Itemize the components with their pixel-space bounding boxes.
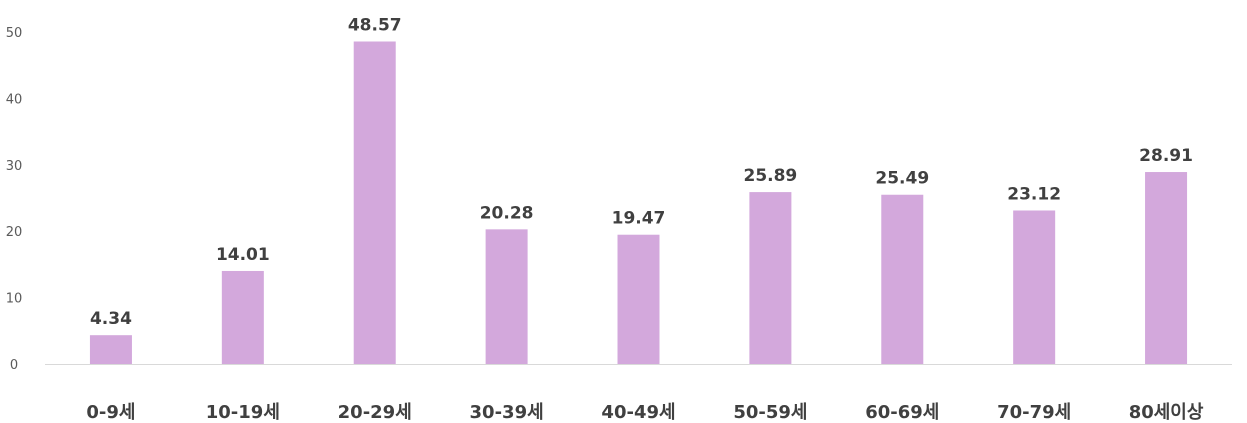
data-label: 25.49 bbox=[875, 169, 929, 189]
data-label: 4.34 bbox=[90, 309, 132, 329]
y-tick-label: 30 bbox=[6, 159, 23, 174]
x-tick-label: 40-49세 bbox=[601, 402, 675, 423]
y-tick-label: 20 bbox=[6, 225, 23, 240]
x-tick-label: 10-19세 bbox=[206, 402, 280, 423]
x-tick-label: 80세이상 bbox=[1129, 402, 1204, 423]
x-tick-label: 60-69세 bbox=[865, 402, 939, 423]
x-tick-label: 20-29세 bbox=[338, 402, 412, 423]
data-labels: 4.34 14.01 48.57 20.28 19.47 25.89 25.49 23.12 2… bbox=[90, 15, 1193, 329]
data-label: 23.12 bbox=[1007, 184, 1061, 204]
x-tick-label: 50-59세 bbox=[733, 402, 807, 423]
bar bbox=[221, 270, 264, 364]
bars bbox=[89, 41, 1188, 364]
y-axis-ticks: 0 10 20 30 40 50 bbox=[6, 26, 23, 373]
bar bbox=[881, 194, 924, 364]
data-label: 19.47 bbox=[612, 209, 666, 229]
bar bbox=[749, 192, 792, 364]
bar bbox=[353, 41, 396, 364]
bar bbox=[1145, 172, 1188, 364]
bar bbox=[485, 229, 528, 364]
x-tick-label: 70-79세 bbox=[997, 402, 1071, 423]
y-tick-label: 10 bbox=[6, 292, 23, 307]
bar bbox=[617, 234, 660, 364]
y-tick-label: 0 bbox=[10, 358, 18, 373]
data-label: 20.28 bbox=[480, 203, 534, 223]
x-axis-ticks: 0-9세 10-19세 20-29세 30-39세 40-49세 50-59세 60-69세… bbox=[86, 402, 1203, 423]
bar bbox=[1013, 210, 1056, 364]
data-label: 25.89 bbox=[743, 166, 797, 186]
y-tick-label: 40 bbox=[6, 92, 23, 107]
x-tick-label: 30-39세 bbox=[470, 402, 544, 423]
bar bbox=[89, 335, 132, 364]
data-label: 48.57 bbox=[348, 15, 402, 35]
x-tick-label: 0-9세 bbox=[86, 402, 135, 423]
y-tick-label: 50 bbox=[6, 26, 23, 41]
data-label: 14.01 bbox=[216, 245, 270, 265]
data-label: 28.91 bbox=[1139, 146, 1193, 166]
